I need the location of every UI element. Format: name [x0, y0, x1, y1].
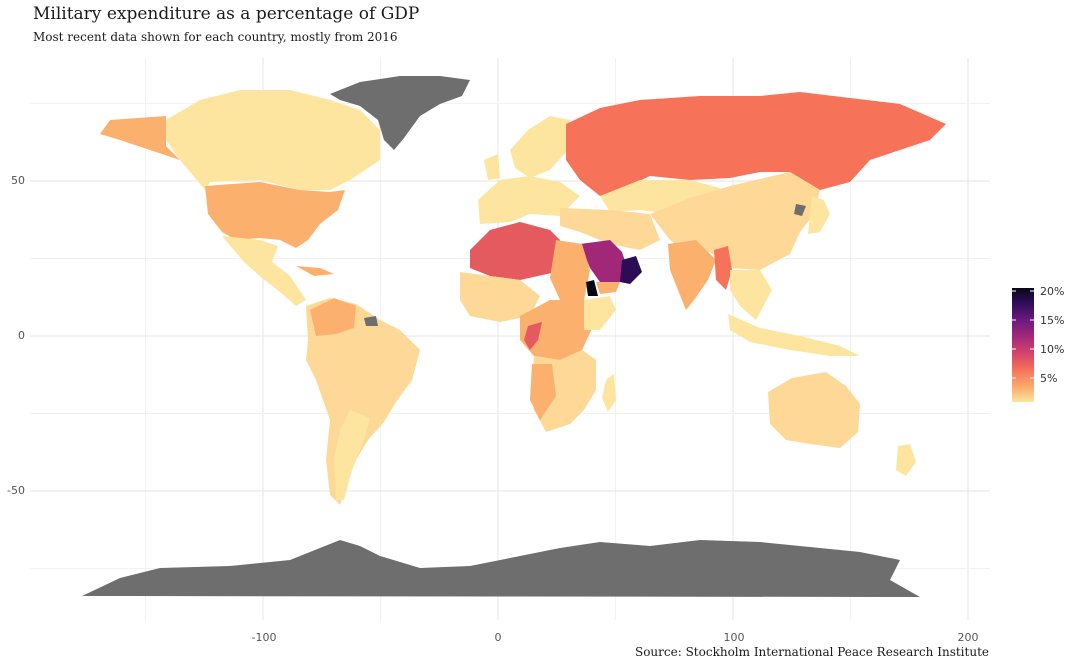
chart-subtitle: Most recent data shown for each country,… — [33, 30, 398, 44]
oman-uae — [620, 256, 642, 284]
eritrea-dark — [586, 280, 598, 296]
north-africa — [470, 222, 560, 280]
japan — [808, 196, 830, 234]
madagascar — [602, 374, 616, 412]
greenland — [330, 76, 470, 150]
legend-tick-20: 20% — [1040, 285, 1064, 298]
horn-of-africa — [584, 296, 616, 330]
west-africa — [460, 272, 540, 322]
antarctica — [82, 540, 920, 597]
turkey-iran — [560, 208, 660, 250]
source-caption: Source: Stockholm International Peace Re… — [634, 645, 989, 659]
congo-red — [524, 322, 542, 350]
indonesia — [728, 314, 860, 356]
angola-namibia — [530, 364, 556, 420]
uk — [484, 154, 500, 180]
egypt-sudan — [550, 240, 590, 300]
y-tick-0: 0 — [18, 329, 25, 342]
legend-tick-10: 10% — [1040, 343, 1064, 356]
new-zealand — [896, 444, 916, 476]
y-tick-50: 50 — [11, 174, 25, 187]
x-tick-minus-100: -100 — [252, 631, 277, 644]
legend: 5% 10% 15% 20% — [1012, 285, 1064, 402]
y-tick-minus-50: -50 — [7, 484, 25, 497]
cuba — [296, 266, 334, 276]
saudi-arabia — [580, 240, 628, 282]
yemen — [596, 282, 620, 294]
canada — [166, 90, 380, 190]
india — [668, 240, 716, 310]
usa — [205, 182, 345, 248]
grid — [30, 58, 990, 620]
australia — [768, 372, 860, 448]
scandinavia — [510, 116, 570, 178]
argentina — [334, 410, 370, 500]
guiana-no-data — [364, 316, 378, 326]
x-tick-100: 100 — [724, 631, 745, 644]
myanmar — [714, 246, 732, 290]
korea-no-data — [794, 204, 806, 216]
legend-tick-15: 15% — [1040, 314, 1064, 327]
legend-colorbar — [1012, 288, 1034, 402]
mexico-central-america — [222, 236, 306, 306]
chart-title: Military expenditure as a percentage of … — [33, 4, 420, 24]
axis-ticks: 50 0 -50 -100 0 100 200 — [7, 174, 978, 644]
legend-tick-5: 5% — [1040, 372, 1057, 385]
x-tick-0: 0 — [495, 631, 502, 644]
western-europe — [478, 176, 580, 224]
russia — [566, 92, 946, 196]
colombia-venezuela — [310, 298, 356, 336]
south-america — [306, 298, 420, 505]
alaska — [100, 116, 180, 160]
southeast-asia — [730, 270, 772, 320]
central-africa — [520, 300, 596, 360]
x-tick-200: 200 — [958, 631, 979, 644]
